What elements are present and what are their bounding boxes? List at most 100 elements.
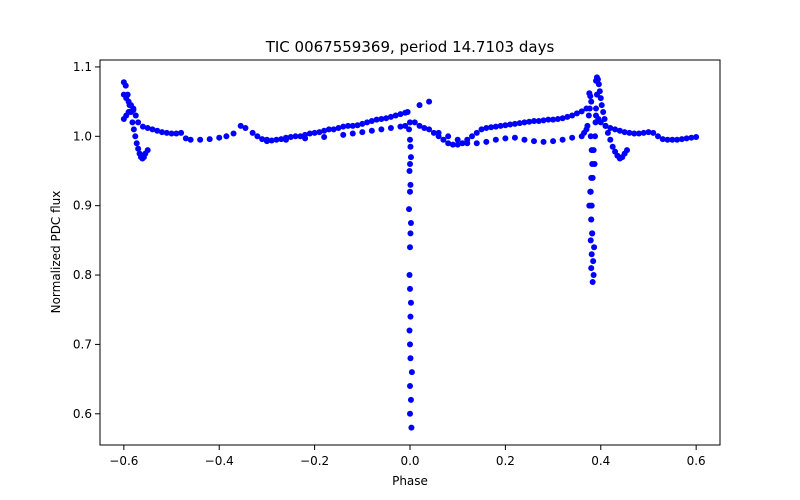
data-point <box>678 136 685 143</box>
data-point <box>402 122 409 129</box>
data-point <box>237 122 244 129</box>
data-point <box>407 396 414 403</box>
data-point <box>612 126 619 133</box>
data-point <box>133 140 140 147</box>
data-point <box>406 167 413 174</box>
data-point <box>407 313 414 320</box>
data-point <box>545 116 552 123</box>
data-point <box>249 129 256 136</box>
data-point <box>430 129 437 136</box>
data-point <box>569 112 576 119</box>
data-point <box>407 154 414 161</box>
x-tick-label: −0.2 <box>300 454 329 468</box>
data-point <box>535 118 542 125</box>
data-point <box>526 118 533 125</box>
data-point <box>130 105 137 112</box>
data-point <box>585 112 592 119</box>
data-point <box>408 369 415 376</box>
data-point <box>411 119 418 126</box>
data-point <box>507 121 514 128</box>
data-point <box>130 126 137 133</box>
data-point <box>593 105 599 112</box>
data-point <box>559 115 566 122</box>
data-point <box>473 140 480 147</box>
data-point <box>132 133 139 140</box>
data-point <box>297 133 304 140</box>
data-point <box>502 122 509 129</box>
data-point <box>586 90 593 97</box>
data-point <box>230 130 237 137</box>
data-point <box>635 130 642 137</box>
data-point <box>602 122 609 129</box>
data-point <box>173 130 180 137</box>
data-point <box>416 102 423 109</box>
data-point <box>373 116 380 123</box>
data-point <box>407 181 414 188</box>
data-point <box>659 136 666 143</box>
data-point <box>129 119 136 126</box>
data-point <box>445 133 452 140</box>
data-point <box>182 135 189 142</box>
data-point <box>223 133 230 140</box>
data-point <box>364 119 371 126</box>
data-point <box>550 116 557 123</box>
data-point <box>335 124 342 131</box>
data-point <box>406 206 413 213</box>
data-point <box>132 112 139 119</box>
data-point <box>359 129 366 136</box>
data-point <box>378 115 385 122</box>
y-tick-label: 0.6 <box>73 407 92 421</box>
data-point <box>586 105 593 112</box>
data-point <box>435 129 442 136</box>
data-point <box>588 251 595 258</box>
data-point <box>590 258 597 265</box>
data-point <box>408 424 415 431</box>
data-point <box>521 136 528 143</box>
data-point <box>497 122 504 129</box>
data-point <box>655 133 661 140</box>
data-point <box>387 113 394 120</box>
data-point <box>578 108 585 115</box>
data-point <box>573 110 580 117</box>
data-point <box>683 135 690 142</box>
data-point <box>631 130 638 137</box>
data-point <box>407 161 413 168</box>
data-point <box>321 134 328 140</box>
data-point <box>609 143 616 150</box>
x-tick-label: 0.6 <box>687 454 706 468</box>
data-point <box>392 112 399 119</box>
data-point <box>216 134 223 141</box>
data-point <box>407 355 414 362</box>
data-point <box>590 272 597 279</box>
data-point <box>590 147 597 154</box>
data-point <box>407 410 413 417</box>
data-point <box>278 136 285 143</box>
data-point <box>407 230 414 237</box>
data-point <box>492 136 499 143</box>
data-point <box>283 136 289 143</box>
data-point <box>316 129 323 136</box>
data-point <box>407 244 413 251</box>
data-point <box>594 76 601 83</box>
data-points <box>120 74 700 431</box>
data-point <box>407 299 414 306</box>
data-point <box>330 126 337 133</box>
data-point <box>387 124 394 131</box>
x-tick-label: 0.2 <box>496 454 515 468</box>
data-point <box>440 136 447 143</box>
data-point <box>426 126 433 133</box>
data-point <box>596 88 603 95</box>
y-tick-label: 0.8 <box>73 268 92 282</box>
data-point <box>354 122 361 129</box>
chart-title: TIC 0067559369, period 14.7103 days <box>265 38 555 56</box>
data-point <box>197 136 204 143</box>
data-point <box>407 136 413 143</box>
data-point <box>159 129 165 136</box>
data-point <box>311 129 318 136</box>
data-point <box>607 124 614 131</box>
data-point <box>397 111 404 118</box>
data-point <box>406 327 413 334</box>
data-point <box>263 138 270 145</box>
data-point <box>454 141 461 148</box>
data-point <box>511 134 518 141</box>
